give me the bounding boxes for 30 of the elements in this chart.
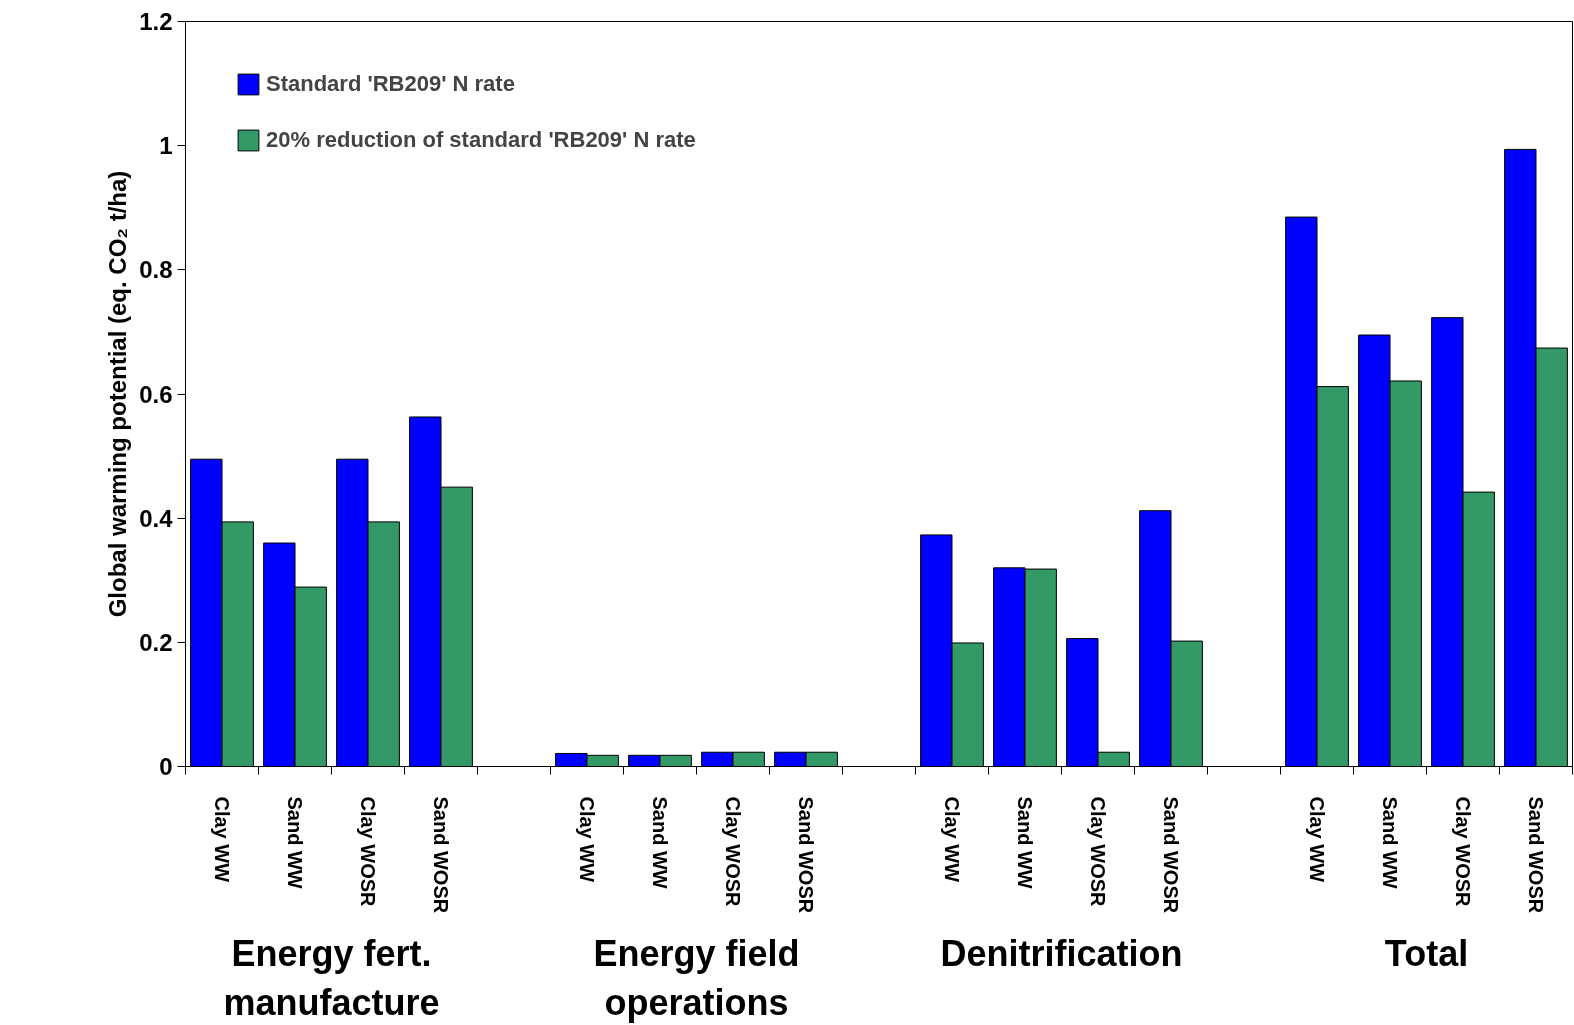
- x-tick-label: Clay WW: [1306, 796, 1328, 883]
- x-tick-label: Clay WW: [941, 796, 963, 883]
- legend-label: 20% reduction of standard 'RB209' N rate: [266, 127, 696, 153]
- x-tick-label: Sand WOSR: [795, 796, 817, 914]
- x-tick-label: Sand WW: [284, 796, 306, 889]
- x-tick-label: Clay WW: [211, 796, 233, 883]
- y-axis-title: Global warming potential (eq. CO₂ t/ha): [104, 170, 132, 618]
- text: Energy fert. manufacture: [223, 932, 440, 1023]
- x-tick-label: Clay WW: [576, 796, 598, 883]
- x-tick-label: Clay WOSR: [722, 796, 744, 908]
- y-tick-label: 0.6: [139, 380, 173, 408]
- x-tick-label: Sand WW: [1014, 796, 1036, 889]
- x-tick-label: Clay WOSR: [1452, 796, 1474, 908]
- x-tick-label: Sand WOSR: [1525, 796, 1547, 914]
- text: Total: [1384, 932, 1469, 974]
- x-tick-label: Clay WOSR: [1087, 796, 1109, 908]
- x-tick-label: Sand WW: [1379, 796, 1401, 889]
- legend-label: Standard 'RB209' N rate: [266, 71, 515, 97]
- y-tick-label: 0.2: [139, 628, 173, 656]
- text: Energy field operations: [593, 932, 800, 1023]
- y-tick-label: 0.4: [139, 504, 174, 532]
- y-tick-label: 1: [159, 132, 173, 160]
- y-tick-label: 1.2: [139, 8, 173, 35]
- x-tick-label: Sand WW: [649, 796, 671, 889]
- x-tick-label: Clay WOSR: [357, 796, 379, 908]
- y-tick-label: 0: [159, 753, 173, 780]
- text: Denitrification: [940, 932, 1183, 974]
- x-tick-label: Sand WOSR: [1160, 796, 1182, 914]
- x-tick-label: Sand WOSR: [430, 796, 452, 914]
- y-tick-label: 0.8: [139, 256, 173, 284]
